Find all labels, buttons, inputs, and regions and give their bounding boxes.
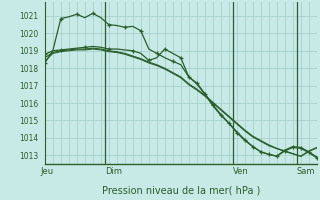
Text: Jeu: Jeu xyxy=(41,167,54,176)
Text: Dim: Dim xyxy=(105,167,122,176)
Text: Pression niveau de la mer( hPa ): Pression niveau de la mer( hPa ) xyxy=(102,185,260,195)
Text: Ven: Ven xyxy=(233,167,249,176)
Text: Sam: Sam xyxy=(297,167,315,176)
